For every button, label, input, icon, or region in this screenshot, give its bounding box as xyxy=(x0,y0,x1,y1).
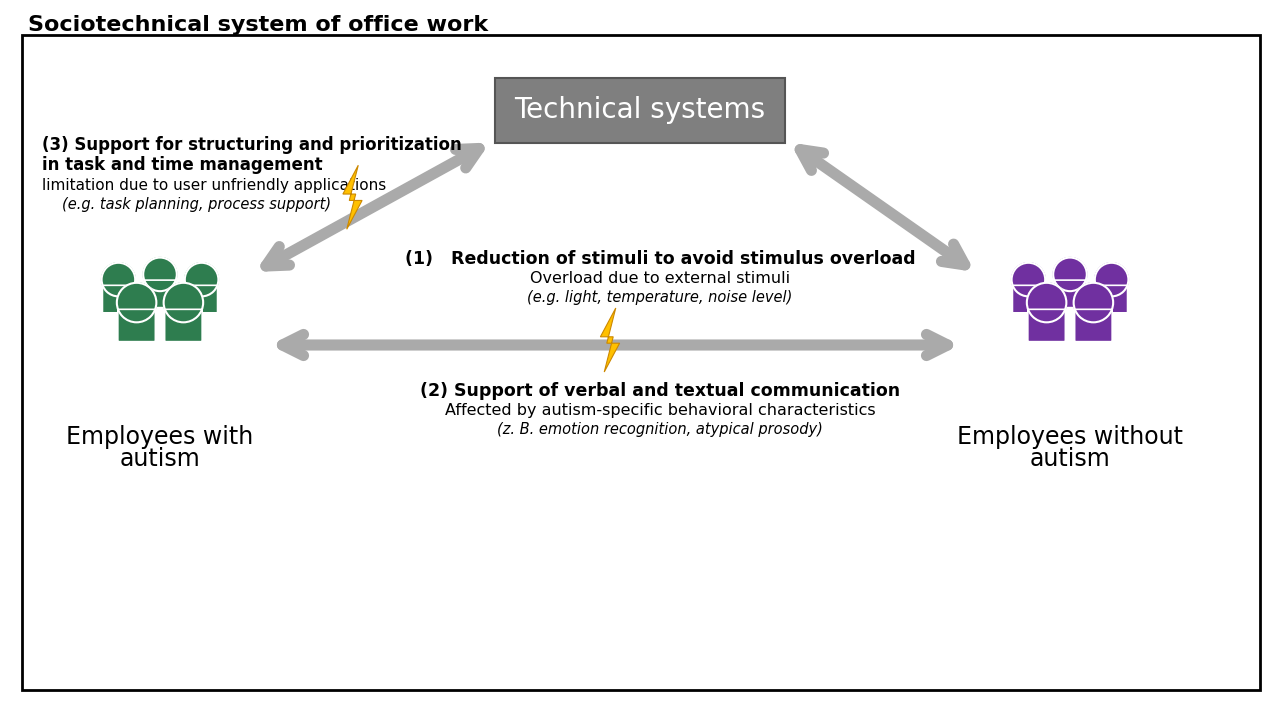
Circle shape xyxy=(1027,283,1066,323)
Text: Employees without: Employees without xyxy=(957,425,1183,449)
Text: (3) Support for structuring and prioritization: (3) Support for structuring and prioriti… xyxy=(42,136,462,154)
Text: (e.g. task planning, process support): (e.g. task planning, process support) xyxy=(61,197,332,212)
Text: autism: autism xyxy=(119,447,201,471)
Text: in task and time management: in task and time management xyxy=(42,156,323,174)
Text: Employees with: Employees with xyxy=(67,425,253,449)
FancyBboxPatch shape xyxy=(1075,310,1112,342)
Text: autism: autism xyxy=(1029,447,1110,471)
FancyBboxPatch shape xyxy=(165,310,202,342)
Text: limitation due to user unfriendly applications: limitation due to user unfriendly applic… xyxy=(42,178,387,193)
FancyBboxPatch shape xyxy=(1096,285,1128,312)
Text: Sociotechnical system of office work: Sociotechnical system of office work xyxy=(28,15,488,35)
Polygon shape xyxy=(343,166,362,229)
Circle shape xyxy=(164,283,204,323)
Circle shape xyxy=(116,283,156,323)
FancyBboxPatch shape xyxy=(1053,280,1085,307)
FancyBboxPatch shape xyxy=(1028,310,1065,342)
FancyBboxPatch shape xyxy=(102,285,134,312)
Circle shape xyxy=(1011,263,1046,297)
Text: (2) Support of verbal and textual communication: (2) Support of verbal and textual commun… xyxy=(420,382,900,400)
Text: Overload due to external stimuli: Overload due to external stimuli xyxy=(530,271,790,286)
Bar xyxy=(495,78,785,143)
Circle shape xyxy=(184,263,219,297)
Text: (z. B. emotion recognition, atypical prosody): (z. B. emotion recognition, atypical pro… xyxy=(497,422,823,437)
Circle shape xyxy=(143,258,177,291)
Circle shape xyxy=(1094,263,1129,297)
FancyBboxPatch shape xyxy=(1012,285,1044,312)
Text: (e.g. light, temperature, noise level): (e.g. light, temperature, noise level) xyxy=(527,290,792,305)
Text: Affected by autism-specific behavioral characteristics: Affected by autism-specific behavioral c… xyxy=(444,403,876,418)
Circle shape xyxy=(1074,283,1114,323)
FancyBboxPatch shape xyxy=(186,285,218,312)
Circle shape xyxy=(101,263,136,297)
FancyBboxPatch shape xyxy=(145,280,175,307)
Circle shape xyxy=(1053,258,1087,291)
FancyBboxPatch shape xyxy=(118,310,155,342)
Text: Technical systems: Technical systems xyxy=(515,96,765,124)
Polygon shape xyxy=(600,308,620,372)
Text: (1)   Reduction of stimuli to avoid stimulus overload: (1) Reduction of stimuli to avoid stimul… xyxy=(404,250,915,268)
